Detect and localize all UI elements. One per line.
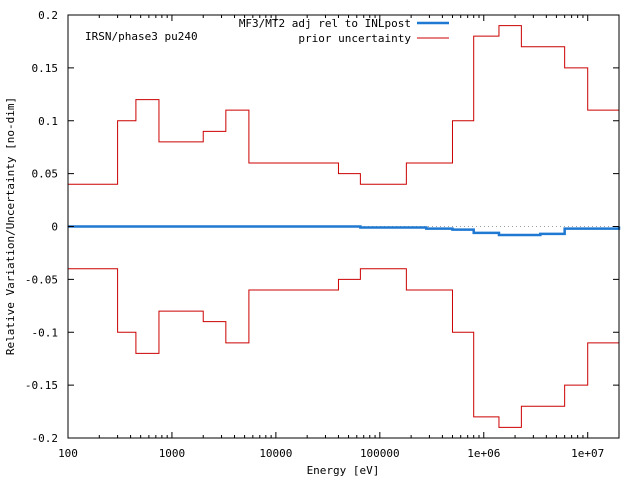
y-tick-label: -0.05	[25, 273, 58, 286]
legend-label-prior-uncertainty: prior uncertainty	[298, 32, 411, 45]
legend-label-adjustment: MF3/MT2 adj rel to INLpost	[239, 17, 411, 30]
y-tick-label: 0.1	[38, 115, 58, 128]
series-prior-uncertainty-lower	[68, 268, 619, 428]
x-axis-label: Energy [eV]	[307, 464, 380, 477]
series-adjustment-line	[68, 225, 621, 237]
y-tick-label: 0.2	[38, 9, 58, 22]
series-layer	[68, 25, 621, 428]
y-tick-label: -0.2	[32, 432, 59, 445]
y-tick-label: 0	[51, 221, 58, 234]
series-prior-uncertainty-upper	[68, 25, 619, 185]
x-tick-label: 10000	[259, 447, 292, 460]
legend: MF3/MT2 adj rel to INLpost prior uncerta…	[239, 17, 449, 45]
y-tick-label: 0.05	[32, 168, 59, 181]
y-tick-label: -0.1	[32, 326, 59, 339]
chart-annotation: IRSN/phase3 pu240	[85, 30, 198, 43]
x-tick-label: 100000	[360, 447, 400, 460]
ticks-layer: 100 1000 10000 100000 1e+06 1e+07 0.2 0.15 0.1 0.…	[25, 9, 620, 460]
y-axis-label: Relative Variation/Uncertainty [no-dim]	[4, 97, 17, 355]
x-tick-label: 1e+06	[467, 447, 500, 460]
x-tick-label: 100	[58, 447, 78, 460]
y-tick-label: -0.15	[25, 379, 58, 392]
x-tick-label: 1e+07	[571, 447, 604, 460]
y-tick-label: 0.15	[32, 62, 59, 75]
x-tick-label: 1000	[159, 447, 186, 460]
